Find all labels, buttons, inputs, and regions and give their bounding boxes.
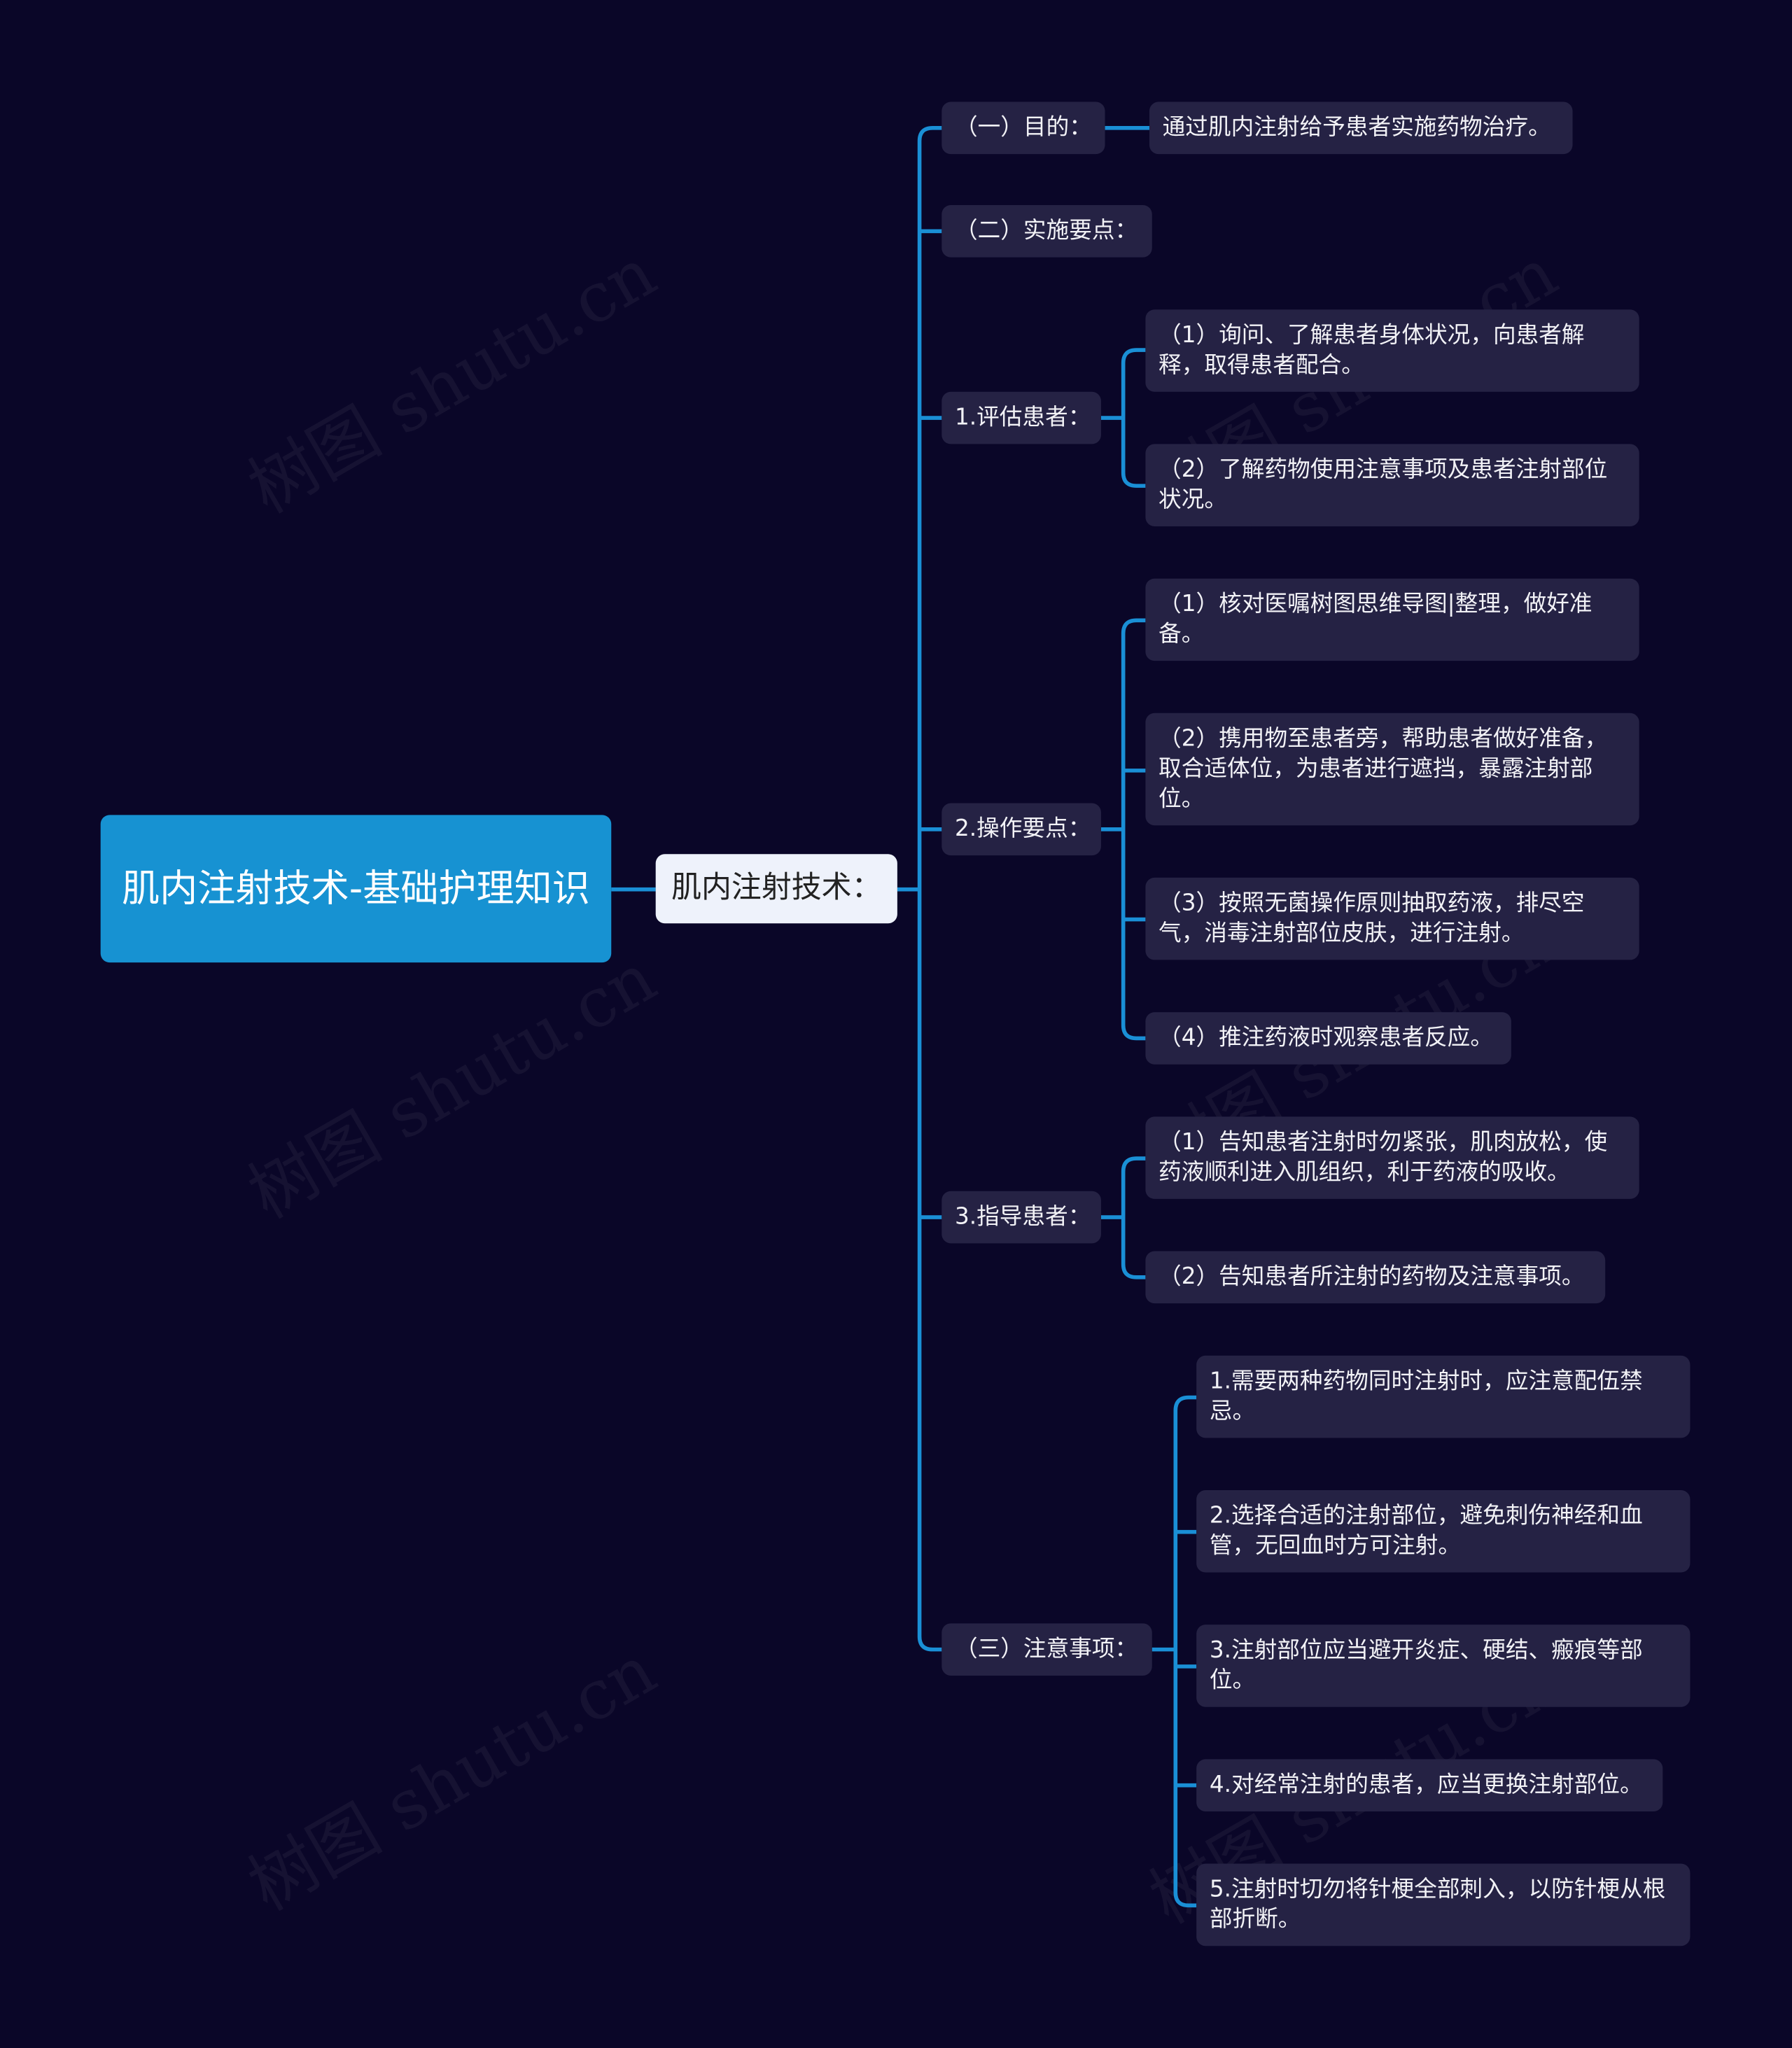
leaf-node[interactable]: 1.需要两种药物同时注射时，应注意配伍禁忌。 — [1196, 1355, 1690, 1438]
leaf-node[interactable]: 5.注射时切勿将针梗全部刺入，以防针梗从根部折断。 — [1196, 1863, 1690, 1947]
level1-label: 肌内注射技术： — [671, 871, 882, 906]
level1-node[interactable]: 肌内注射技术： — [655, 854, 897, 924]
leaf-node[interactable]: 3.注射部位应当避开炎症、硬结、瘢痕等部位。 — [1196, 1625, 1690, 1707]
root-label: 肌内注射技术-基础护理知识 — [122, 866, 590, 911]
leaf-node[interactable]: （1）核对医嘱树图思维导图|整理，做好准备。 — [1145, 578, 1639, 661]
leaf-node[interactable]: 2.选择合适的注射部位，避免刺伤神经和血管，无回血时方可注射。 — [1196, 1489, 1690, 1573]
leaf-node[interactable]: 通过肌内注射给予患者实施药物治疗。 — [1149, 101, 1573, 155]
connector-notes — [1152, 1395, 1197, 1908]
connector-branches — [919, 229, 942, 1219]
leaf-node[interactable]: （4）推注药液时观察患者反应。 — [1145, 1012, 1511, 1065]
branch-purpose[interactable]: （一）目的： — [941, 101, 1105, 155]
branch-key-points[interactable]: （二）实施要点： — [941, 204, 1152, 258]
leaf-node[interactable]: （2）携用物至患者旁，帮助患者做好准备，取合适体位，为患者进行遮挡，暴露注射部位… — [1145, 713, 1639, 826]
leaf-node[interactable]: （2）告知患者所注射的药物及注意事项。 — [1145, 1251, 1606, 1304]
root-node[interactable]: 肌内注射技术-基础护理知识 — [100, 815, 612, 963]
connector-assess — [1100, 348, 1146, 488]
leaf-node[interactable]: （1）询问、了解患者身体状况，向患者解释，取得患者配合。 — [1145, 309, 1639, 392]
branch-assess-patient[interactable]: 1.评估患者： — [941, 391, 1101, 444]
leaf-node[interactable]: （3）按照无菌操作原则抽取药液，排尽空气，消毒注射部位皮肤，进行注射。 — [1145, 877, 1639, 960]
connector-guide — [1100, 1156, 1146, 1279]
branch-guide-patient[interactable]: 3.指导患者： — [941, 1191, 1101, 1244]
connector-spine — [917, 126, 942, 1652]
leaf-node[interactable]: 4.对经常注射的患者，应当更换注射部位。 — [1196, 1759, 1663, 1812]
branch-precautions[interactable]: （三）注意事项： — [941, 1623, 1152, 1676]
leaf-node[interactable]: （1）告知患者注射时勿紧张，肌肉放松，使药液顺利进入肌组织，利于药液的吸收。 — [1145, 1116, 1639, 1199]
branch-operation[interactable]: 2.操作要点： — [941, 803, 1101, 856]
leaf-node[interactable]: （2）了解药物使用注意事项及患者注射部位状况。 — [1145, 444, 1639, 526]
connector-operate — [1100, 618, 1146, 1041]
